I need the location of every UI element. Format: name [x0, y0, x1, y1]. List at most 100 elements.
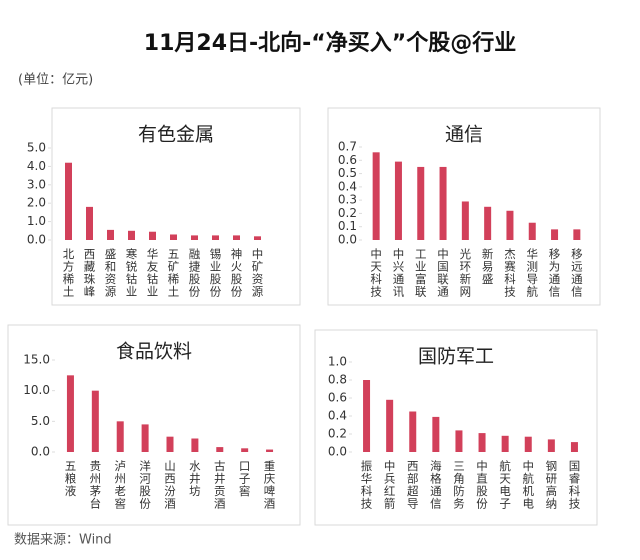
bar [191, 438, 199, 452]
bar [573, 229, 581, 240]
y-tick-label: 1.0 [328, 355, 347, 369]
y-tick-label: 0.2 [338, 206, 357, 220]
x-tick-label: 中国联通 [436, 248, 450, 298]
bar [66, 375, 74, 452]
y-tick-label: 0.0 [338, 233, 357, 247]
x-tick-label: 重庆啤酒 [263, 459, 277, 510]
x-tick-label: 五矿稀土 [167, 248, 181, 298]
x-tick-label: 移远通信 [570, 248, 584, 298]
x-tick-label: 国睿科技 [567, 460, 581, 510]
x-tick-label: 中航机电 [521, 460, 535, 510]
bar [372, 152, 380, 240]
bar [91, 390, 99, 452]
y-tick-label: 0.8 [328, 373, 347, 387]
x-tick-label: 钢研高纳 [544, 460, 558, 510]
x-tick-label: 中兵红箭 [383, 460, 397, 510]
bar [86, 206, 93, 240]
bar [417, 166, 425, 240]
bar [547, 439, 555, 452]
bar [551, 229, 559, 240]
bar [266, 449, 274, 452]
x-tick-label: 中直股份 [475, 460, 489, 510]
bar [455, 430, 463, 452]
bar [528, 222, 536, 240]
bar [409, 411, 417, 452]
x-tick-label: 古井贡酒 [213, 459, 227, 510]
bar [478, 433, 486, 452]
bar [506, 210, 514, 240]
x-tick-label: 中天科技 [369, 248, 383, 298]
y-tick-label: 0.0 [27, 233, 46, 247]
y-tick-label: 0.7 [338, 140, 357, 154]
y-tick-label: 0.2 [328, 427, 347, 441]
x-tick-label: 水井坊 [188, 460, 202, 498]
y-tick-label: 0.4 [328, 409, 347, 423]
y-tick-label: 2.0 [27, 196, 46, 210]
bar [386, 399, 394, 452]
x-tick-label: 神火股份 [230, 247, 244, 298]
x-tick-label: 口子窖 [238, 460, 252, 498]
bar [128, 230, 135, 240]
x-tick-label: 华测导航 [525, 247, 539, 298]
x-tick-label: 泸州老窖 [113, 460, 127, 510]
x-tick-label: 杰赛科技 [503, 248, 517, 298]
bar [141, 424, 149, 452]
bar [524, 436, 532, 452]
x-tick-label: 西部超导 [406, 460, 420, 510]
y-tick-label: 0.6 [328, 391, 347, 405]
chart-panel [7, 324, 301, 526]
x-tick-label: 山西汾酒 [163, 460, 177, 510]
bar [212, 235, 219, 240]
y-tick-label: 10.0 [23, 383, 50, 397]
bar [107, 229, 114, 240]
bar [501, 435, 509, 452]
x-tick-label: 振华科技 [360, 459, 374, 510]
y-tick-label: 0.3 [338, 193, 357, 207]
y-tick-label: 0.1 [338, 219, 357, 233]
x-tick-label: 北方稀土 [62, 248, 76, 298]
bar [241, 448, 249, 452]
y-tick-label: 3.0 [27, 177, 46, 191]
x-tick-label: 融捷股份 [188, 248, 202, 298]
x-tick-label: 贵州茅台 [88, 460, 102, 510]
chart-panel [327, 107, 601, 306]
x-tick-label: 寒锐钴业 [125, 247, 139, 298]
y-tick-label: 0.0 [31, 445, 50, 459]
x-tick-label: 中兴通讯 [391, 248, 405, 298]
chart-panel [51, 107, 301, 306]
bar [439, 166, 447, 240]
x-tick-label: 航天电子 [498, 459, 512, 510]
x-tick-label: 新易盛 [481, 247, 495, 285]
y-tick-label: 1.0 [27, 214, 46, 228]
bar [363, 380, 371, 452]
chart-title: 国防军工 [418, 346, 494, 368]
bar [191, 235, 198, 240]
bar [216, 447, 224, 452]
y-tick-label: 15.0 [23, 353, 50, 367]
y-tick-label: 0.0 [328, 445, 347, 459]
y-tick-label: 4.0 [27, 159, 46, 173]
y-tick-label: 0.5 [338, 166, 357, 180]
y-tick-label: 5.0 [27, 141, 46, 155]
bar [570, 442, 578, 452]
x-tick-label: 五粮液 [63, 460, 77, 498]
unit-label: (单位：亿元) [18, 73, 93, 88]
bar [233, 235, 240, 240]
y-tick-label: 5.0 [31, 414, 50, 428]
x-tick-label: 盛和资源 [104, 247, 118, 298]
bar [432, 416, 440, 452]
x-tick-label: 移为通信 [548, 248, 562, 298]
chart-title: 有色金属 [138, 124, 214, 146]
x-tick-label: 中矿资源 [251, 248, 265, 298]
x-tick-label: 光环新网 [458, 247, 472, 298]
bar [394, 161, 402, 240]
y-tick-label: 0.4 [338, 179, 357, 193]
x-tick-label: 洋河股份 [138, 459, 152, 510]
chart-title: 食品饮料 [116, 341, 192, 363]
x-tick-label: 西藏珠峰 [83, 248, 97, 298]
bar [116, 421, 124, 452]
bar [461, 201, 469, 240]
y-tick-label: 0.6 [338, 153, 357, 167]
x-tick-label: 锡业股份 [209, 247, 223, 298]
